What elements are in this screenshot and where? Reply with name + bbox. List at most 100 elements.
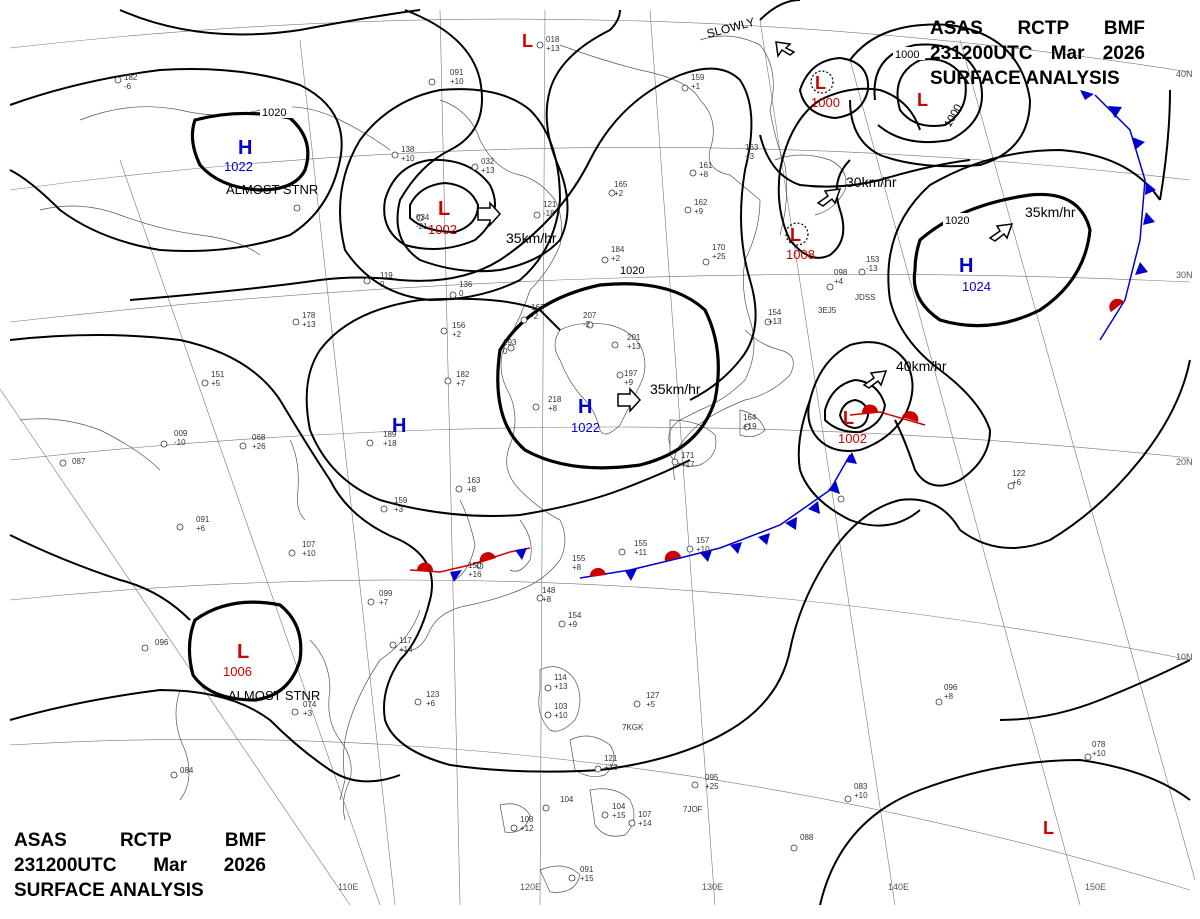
station-label: 096	[944, 683, 958, 692]
station-label: 163	[745, 143, 759, 152]
station-label: 159	[691, 73, 705, 82]
station-label: 034	[416, 213, 430, 222]
station-label: +13	[302, 320, 316, 329]
station-label: 153	[866, 255, 880, 264]
station-label: 121	[543, 200, 557, 209]
station-label: +9	[624, 378, 634, 387]
station-label: +17	[681, 460, 695, 469]
station-label: +2	[452, 330, 462, 339]
office-label: BMF	[1103, 18, 1145, 39]
month-label: Mar	[1050, 43, 1085, 64]
station-label: -10	[174, 438, 186, 447]
station-label: +14	[399, 645, 413, 654]
high-center-symbol: H	[578, 396, 592, 418]
product-label: SURFACE ANALYSIS	[14, 880, 204, 901]
station-label: 151	[211, 370, 225, 379]
station-label: +15	[580, 874, 594, 883]
station-label: +1	[691, 82, 701, 91]
station-label: 154	[568, 611, 582, 620]
station-label: 182	[124, 73, 138, 82]
station-label: +10	[854, 791, 868, 800]
station-label: 161	[699, 161, 713, 170]
isobars	[9, 0, 1191, 906]
low-center-symbol: L	[237, 641, 249, 663]
station-label: 098	[834, 268, 848, 277]
station-label: +6	[426, 699, 436, 708]
station-code: 3EJ5	[818, 306, 837, 315]
station-label: 121	[604, 754, 618, 763]
isobar-value: 1020	[262, 107, 286, 119]
station-label: +6	[196, 524, 206, 533]
motion-speed: 40km/hr	[896, 358, 947, 374]
low-center-value: 1000	[811, 95, 840, 110]
station-label: 074	[303, 700, 317, 709]
station-label: +9	[568, 620, 578, 629]
station-label: 184	[611, 245, 625, 254]
station-label: +13	[627, 342, 641, 351]
motion-speed: 30km/hr	[846, 174, 897, 190]
station-label: 108	[520, 815, 534, 824]
coastlines	[19, 35, 847, 893]
station-label: +8	[944, 692, 954, 701]
station-label: 104	[560, 795, 574, 804]
station-label: 171	[681, 451, 695, 460]
station-label: 155	[572, 554, 586, 563]
station-label: +3	[394, 505, 404, 514]
station-label: +9	[694, 207, 704, 216]
station-label: 148	[542, 586, 556, 595]
station-label: 095	[705, 773, 719, 782]
station-label: +8	[467, 485, 477, 494]
station-label: 159	[394, 496, 408, 505]
station-label: 165	[614, 180, 628, 189]
station-label: 091	[580, 865, 594, 874]
station-label: +10	[1092, 749, 1106, 758]
high-center-note: ALMOST STNR	[226, 182, 318, 197]
station-label: 099	[379, 589, 393, 598]
station-label: +3	[303, 709, 313, 718]
station-label: 009	[174, 429, 188, 438]
low-center-symbol: L	[438, 198, 450, 220]
station-label: +13	[481, 166, 495, 175]
high-center-value: 1024	[962, 279, 991, 294]
station-label: 127	[646, 691, 660, 700]
station-label: 103	[554, 702, 568, 711]
station-label: 0	[459, 289, 464, 298]
station-label: 119	[380, 271, 393, 280]
station-label: 170	[712, 243, 726, 252]
station-label: 156	[452, 321, 466, 330]
station-label: 207	[583, 311, 597, 320]
station-markers	[59, 41, 1092, 882]
high-center-value: 1022	[571, 420, 600, 435]
lat-label: 30N	[1176, 270, 1193, 280]
station-label: +19	[743, 422, 757, 431]
low-center-symbol: L	[815, 73, 826, 93]
station-label: 155	[634, 539, 648, 548]
low-center-symbol: L	[917, 90, 928, 110]
station-label: +15	[612, 811, 626, 820]
station-label: +13	[768, 317, 782, 326]
low-center-symbol: L	[1043, 818, 1054, 838]
year-label: 2026	[1102, 43, 1145, 64]
station-label: 084	[180, 766, 194, 775]
station-label: +26	[252, 442, 266, 451]
station-label: 218	[548, 395, 562, 404]
station-label: +14	[638, 819, 652, 828]
lon-label: 130E	[702, 882, 723, 892]
lat-label: 20N	[1176, 457, 1193, 467]
office-label: BMF	[224, 830, 266, 851]
low-center-value: 1008	[786, 247, 815, 262]
station-label: 114	[554, 673, 567, 682]
station-label: 150	[468, 561, 482, 570]
station-label: +13	[604, 763, 618, 772]
station-label: +4	[834, 277, 844, 286]
station-label: +10	[302, 549, 316, 558]
station-label: 197	[624, 369, 638, 378]
fronts	[409, 90, 1156, 582]
datetime-label: 231200UTC	[14, 855, 117, 876]
lon-label: 140E	[888, 882, 909, 892]
station-label: +8	[699, 170, 709, 179]
motion-speed: 35km/hr	[1025, 204, 1076, 220]
lon-label: 110E	[338, 882, 358, 892]
station-label: 104	[612, 802, 626, 811]
station-label: -21	[416, 222, 428, 231]
